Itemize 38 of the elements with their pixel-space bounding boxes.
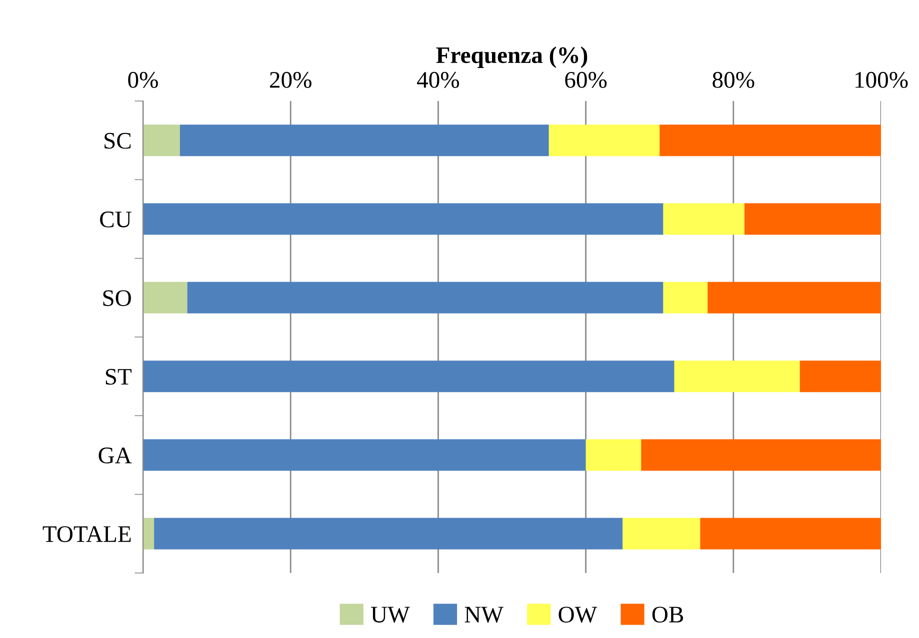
bar [708,282,881,314]
bar [180,124,549,156]
y-tick-label: ST [106,368,132,385]
bar [143,282,188,314]
x-tick-label: 60% [565,72,607,88]
bar [622,518,700,550]
bar [800,360,881,392]
bar [586,439,642,471]
x-tick-label: 20% [270,72,312,88]
bar [700,518,881,550]
bar [143,124,180,156]
bar [663,203,744,235]
legend-label: OW [558,606,598,623]
bar [143,360,674,392]
y-tick-label: GA [98,448,132,464]
legend-label: NW [464,606,504,623]
bar [744,203,881,235]
legend-label: UW [370,606,410,623]
y-tick-label: SO [103,290,131,306]
bar [187,282,664,314]
bar [143,518,154,550]
bar [641,439,881,471]
bar [143,439,586,471]
bar [660,124,881,156]
legend-label: OB [652,606,684,623]
bar [663,282,708,314]
x-axis-title: Frequenza (%) [436,46,588,68]
x-tick-label: 40% [417,72,460,88]
x-tick-label: 0% [128,72,158,88]
bar [674,360,800,392]
bar [143,203,664,235]
bar [154,518,623,550]
x-tick-label: 100% [856,72,908,88]
y-tick-label: CU [100,212,132,228]
y-tick-label: SC [104,132,131,149]
x-tick-label: 80% [712,72,754,88]
bar [548,124,660,156]
y-tick-label: TOTALE [42,526,131,542]
